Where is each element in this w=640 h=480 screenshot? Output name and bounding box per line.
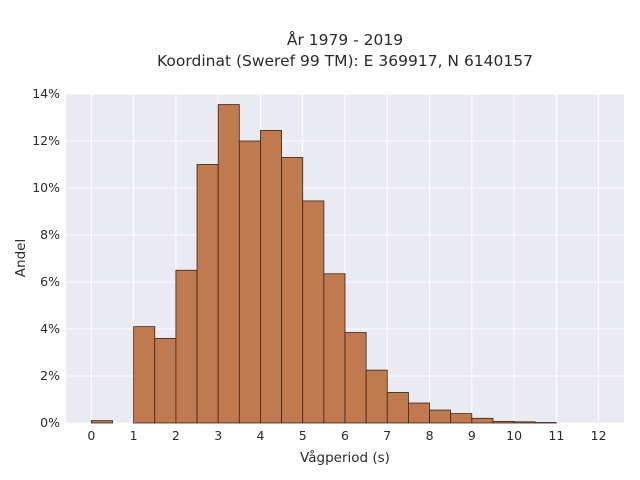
histogram-bar [281, 157, 304, 424]
x-tick-label: 4 [256, 428, 264, 443]
chart-subtitle: Koordinat (Sweref 99 TM): E 369917, N 61… [157, 52, 533, 70]
histogram-bar [429, 409, 452, 424]
histogram-bar [175, 269, 198, 424]
y-tick-label: 4% [40, 321, 60, 336]
x-tick-label: 0 [87, 428, 95, 443]
histogram-bar [154, 337, 177, 424]
y-tick-label: 10% [32, 180, 60, 195]
histogram-bar [365, 369, 388, 424]
histogram-bar [450, 413, 473, 424]
y-tick-label: 8% [40, 227, 60, 242]
histogram-bar [344, 332, 367, 424]
histogram-bar [238, 140, 261, 424]
x-tick-label: 1 [130, 428, 138, 443]
y-axis-label: Andel [13, 239, 29, 277]
y-tick-label: 0% [40, 415, 60, 430]
x-tick-label: 9 [468, 428, 476, 443]
x-tick-label: 10 [506, 428, 522, 443]
x-tick-label: 7 [383, 428, 391, 443]
histogram-bar [408, 402, 430, 424]
histogram-bar [260, 130, 282, 424]
bars [90, 104, 557, 424]
y-tick-label: 14% [32, 86, 60, 101]
y-tick-label: 12% [32, 133, 60, 148]
x-tick-label: 6 [341, 428, 349, 443]
histogram-bar [471, 417, 494, 424]
x-tick-labels: 0 1 2 3 4 5 6 7 8 9 10 11 12 [87, 428, 606, 443]
histogram-bar [492, 420, 515, 424]
histogram-bar [90, 420, 113, 424]
y-tick-labels: 0% 2% 4% 6% 8% 10% 12% 14% [32, 86, 60, 430]
histogram-bar [323, 273, 346, 424]
histogram-bar [217, 104, 240, 424]
y-tick-label: 2% [40, 368, 60, 383]
x-tick-label: 5 [299, 428, 307, 443]
histogram-bar [302, 200, 325, 424]
x-axis-label: Vågperiod (s) [300, 449, 390, 466]
y-tick-label: 6% [40, 274, 60, 289]
x-tick-label: 2 [172, 428, 180, 443]
histogram-bar [133, 326, 156, 424]
x-tick-label: 3 [214, 428, 222, 443]
chart-title: År 1979 - 2019 [287, 30, 403, 49]
x-tick-label: 11 [548, 428, 564, 443]
x-tick-label: 12 [591, 428, 607, 443]
histogram-bar [196, 164, 219, 424]
x-tick-label: 8 [426, 428, 434, 443]
histogram-bar [513, 421, 536, 424]
histogram-bar [386, 392, 409, 424]
